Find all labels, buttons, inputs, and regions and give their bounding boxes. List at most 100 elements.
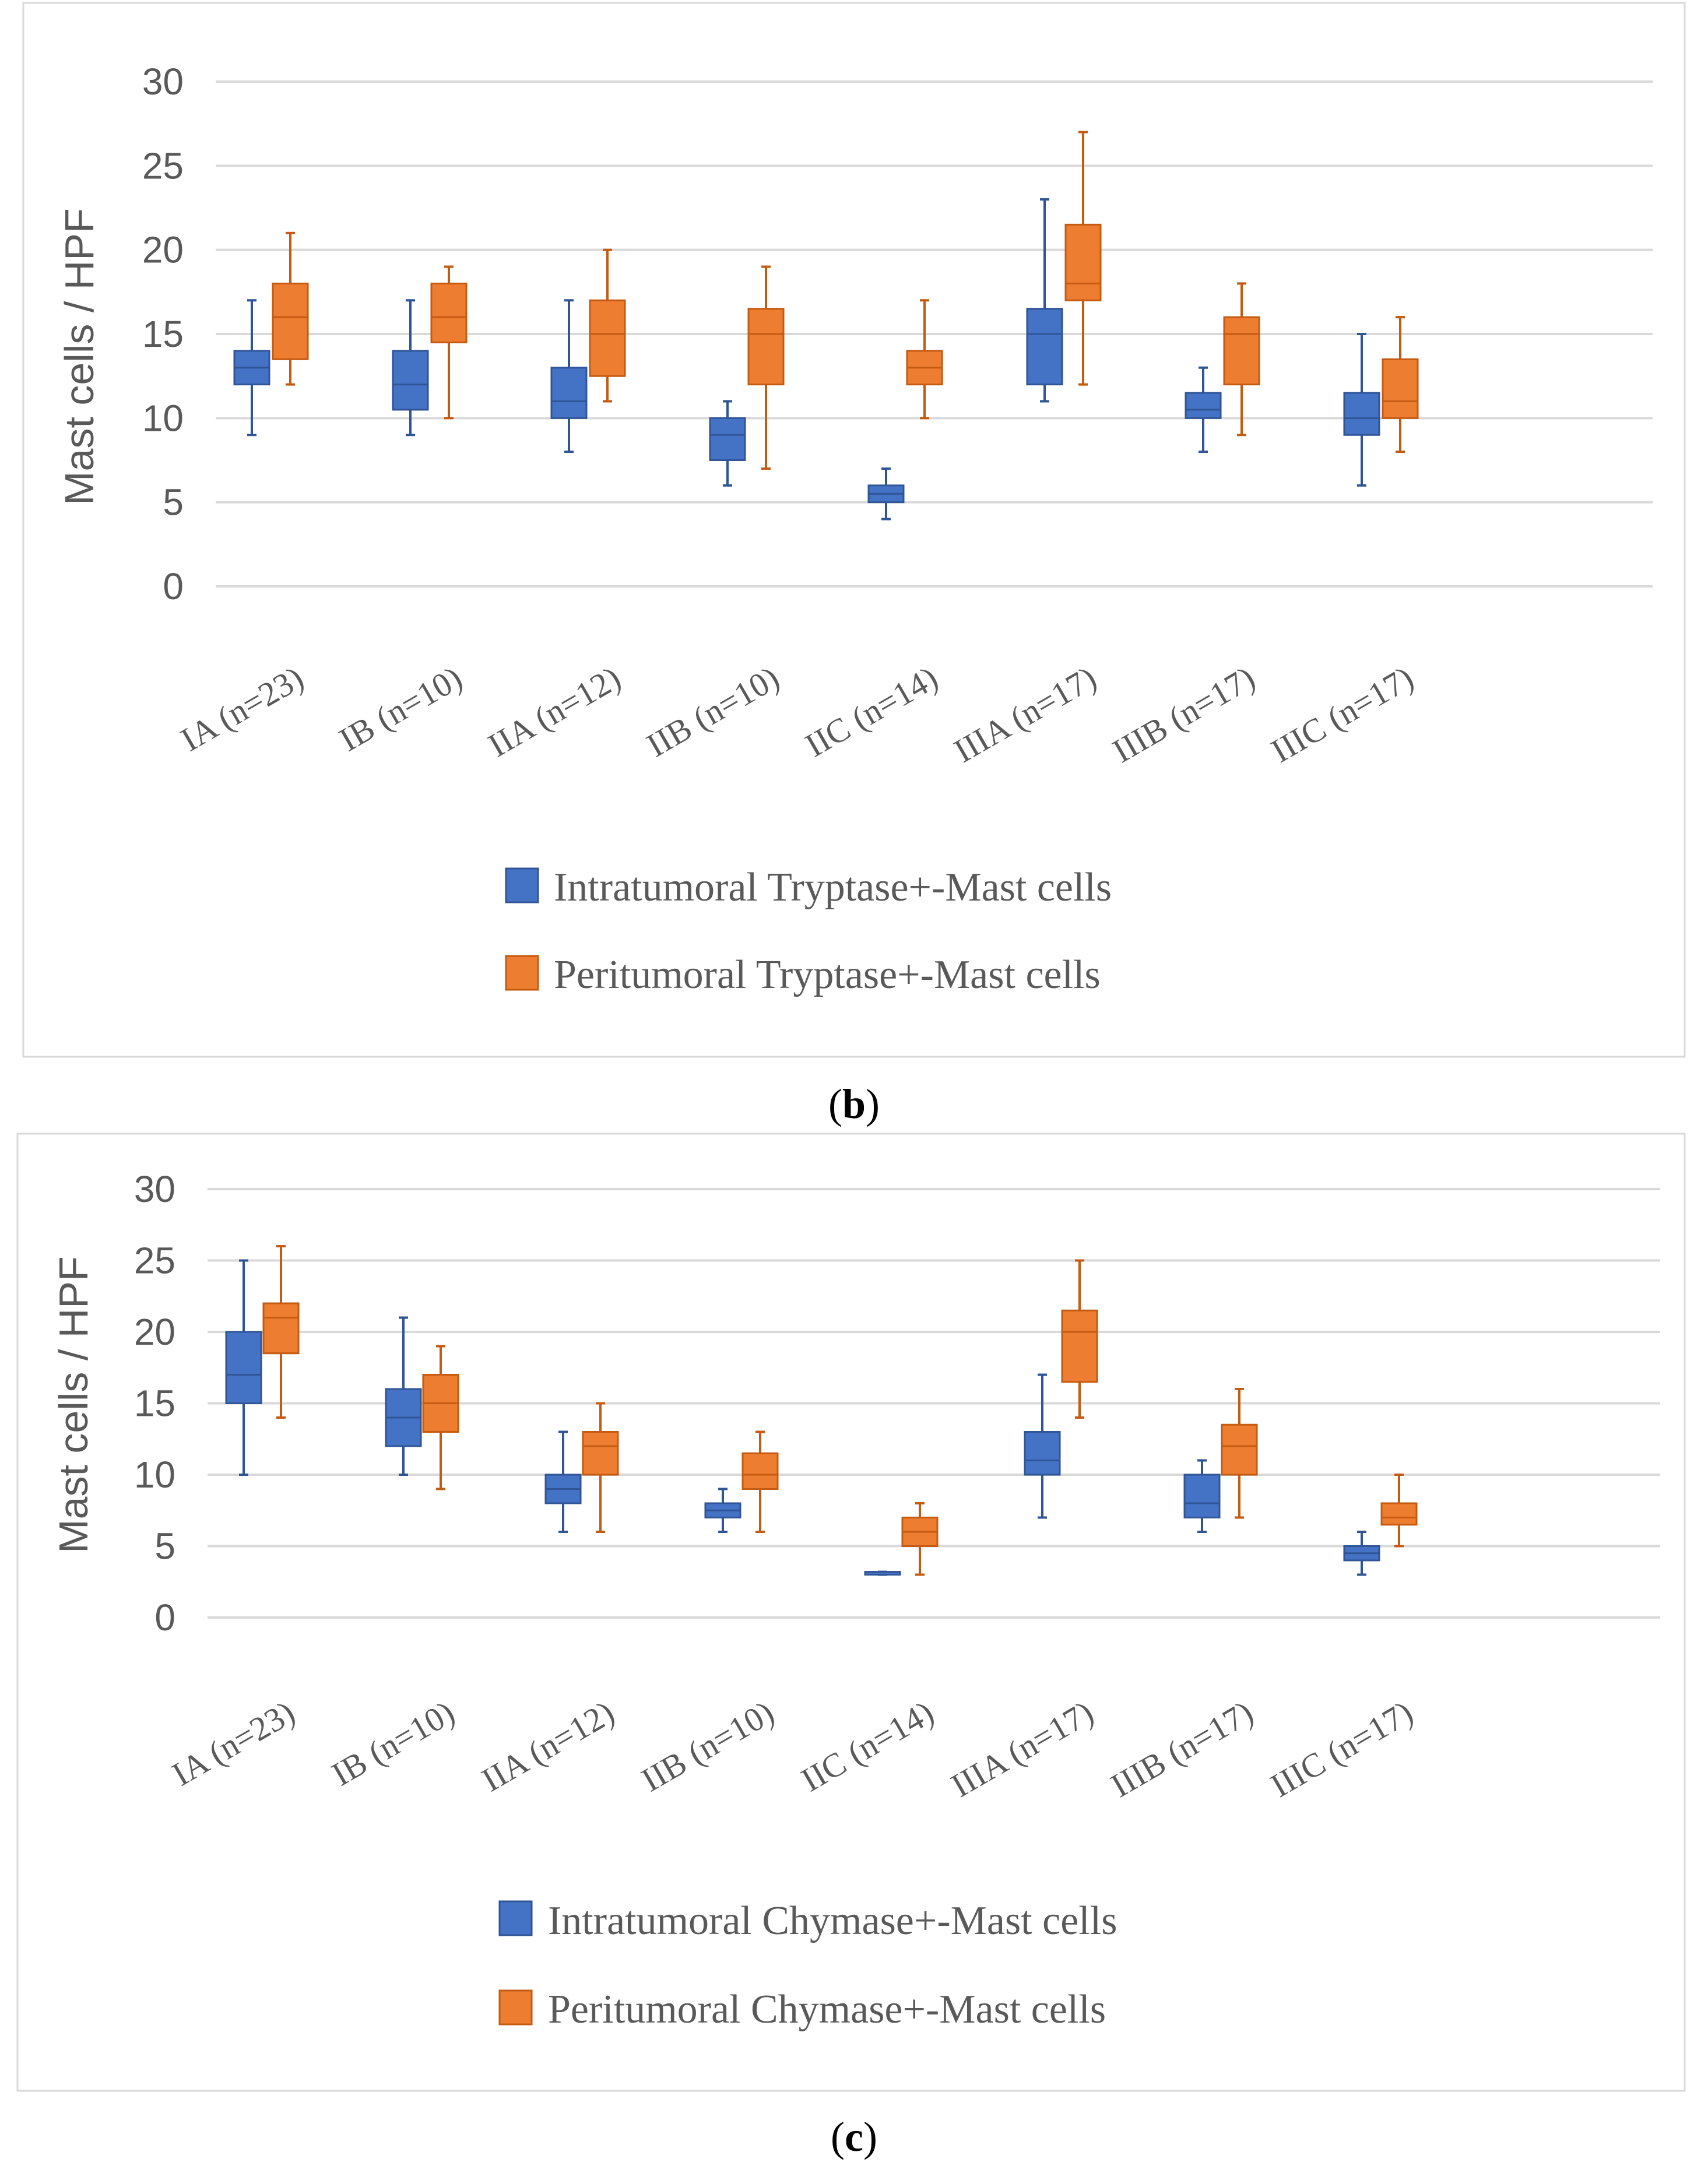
- panel-c-y-axis-label: Mast cells / HPF: [51, 1256, 96, 1553]
- peritumoral-box-6: [1223, 282, 1260, 437]
- x-tick-label: IIIB (n=17): [1105, 1693, 1260, 1805]
- x-tick-label: IIIA (n=17): [948, 659, 1103, 770]
- peritumoral-box-0: [262, 1245, 300, 1419]
- x-tick-label: IIA (n=12): [475, 1693, 620, 1799]
- box-iqr: [1024, 1431, 1061, 1476]
- y-tick-label: 5: [154, 1525, 175, 1567]
- y-tick-label: 20: [134, 1311, 175, 1353]
- box-iqr: [1221, 1423, 1258, 1476]
- x-tick-label: IIA (n=12): [482, 659, 627, 764]
- x-tick-label: IIIC (n=17): [1264, 1693, 1419, 1805]
- peritumoral-box-7: [1380, 1474, 1418, 1548]
- panel-b-frame: [22, 2, 1686, 1058]
- y-tick-label: 10: [134, 1454, 175, 1496]
- box-iqr: [1183, 1474, 1221, 1518]
- intratumoral-box-5: [1024, 1373, 1061, 1519]
- x-tick-label: IIIB (n=17): [1106, 659, 1261, 770]
- intratumoral-box-4: [867, 467, 905, 521]
- panel-c-legend-label-peritumoral: Peritumoral Chymase+-Mast cells: [548, 1987, 1106, 2032]
- x-tick-label: IA (n=23): [166, 1693, 301, 1794]
- peritumoral-box-2: [589, 248, 626, 403]
- box-iqr: [392, 350, 429, 411]
- intratumoral-box-2: [550, 299, 588, 453]
- peritumoral-box-5: [1061, 1259, 1098, 1419]
- y-tick-label: 30: [134, 1168, 175, 1210]
- intratumoral-box-7: [1343, 1531, 1380, 1576]
- peritumoral-box-4: [906, 299, 943, 420]
- x-tick-label: IB (n=10): [325, 1693, 461, 1794]
- panel-c-y-ticks: 0 5 10 15 20 25 30: [134, 1168, 175, 1638]
- intratumoral-box-6: [1183, 1459, 1221, 1533]
- peritumoral-box-6: [1221, 1388, 1258, 1519]
- y-tick-label: 30: [142, 61, 184, 103]
- panel-c-caption: (c): [831, 2114, 877, 2160]
- panel-b-legend-swatch-intratumoral: [505, 867, 539, 903]
- panel-b-legend: Intratumoral Tryptase+-Mast cells Peritu…: [505, 865, 1112, 997]
- panel-b-x-ticks: IA (n=23) IB (n=10) IIA (n=12) IIB (n=10) II…: [174, 659, 1419, 770]
- x-tick-label: IIC (n=14): [795, 1693, 940, 1799]
- intratumoral-box-3: [709, 400, 746, 487]
- y-tick-label: 25: [142, 145, 184, 187]
- panel-c-legend-swatch-intratumoral: [498, 1900, 533, 1936]
- y-tick-label: 0: [163, 565, 184, 607]
- box-iqr: [747, 308, 785, 386]
- peritumoral-box-3: [741, 1430, 779, 1533]
- panel-c-frame: [16, 1133, 1686, 2092]
- y-tick-label: 20: [142, 229, 184, 271]
- box-iqr: [550, 367, 588, 419]
- x-tick-label: IIB (n=10): [635, 1693, 780, 1799]
- x-tick-label: IA (n=23): [174, 659, 310, 759]
- panel-b-y-ticks: 0 5 10 15 20 25 30: [142, 61, 184, 607]
- x-tick-label: IIIA (n=17): [945, 1693, 1100, 1805]
- peritumoral-box-0: [272, 231, 309, 386]
- intratumoral-box-1: [385, 1316, 422, 1476]
- panel-c-gridlines: [208, 1188, 1660, 1619]
- peritumoral-box-3: [747, 265, 785, 470]
- panel-b-caption: (b): [828, 1081, 880, 1127]
- box-iqr: [430, 282, 468, 343]
- peritumoral-box-2: [582, 1402, 619, 1533]
- panel-b-legend-label-peritumoral: Peritumoral Tryptase+-Mast cells: [554, 952, 1101, 997]
- box-iqr: [1061, 1309, 1098, 1383]
- y-tick-label: 5: [163, 481, 184, 523]
- panel-b-legend-label-intratumoral: Intratumoral Tryptase+-Mast cells: [554, 865, 1112, 910]
- panel-c-boxes: [225, 1245, 1418, 1576]
- box-iqr: [741, 1452, 779, 1490]
- intratumoral-box-7: [1343, 333, 1380, 487]
- peritumoral-box-1: [422, 1345, 459, 1490]
- panel-b-legend-swatch-peritumoral: [505, 955, 539, 991]
- y-tick-label: 15: [134, 1383, 175, 1425]
- panel-c-legend-swatch-peritumoral: [498, 1989, 533, 2026]
- intratumoral-box-1: [392, 299, 429, 437]
- panel-b-boxes: [233, 131, 1419, 521]
- y-tick-label: 25: [134, 1240, 175, 1282]
- y-tick-label: 10: [142, 397, 184, 439]
- box-iqr: [262, 1302, 300, 1355]
- box-iqr: [1064, 223, 1102, 301]
- box-iqr: [272, 282, 309, 360]
- peritumoral-box-4: [901, 1502, 939, 1576]
- peritumoral-box-5: [1064, 131, 1102, 386]
- box-iqr: [709, 417, 746, 461]
- intratumoral-box-3: [704, 1488, 741, 1533]
- box-iqr: [1026, 308, 1063, 386]
- intratumoral-box-4: [864, 1570, 901, 1576]
- peritumoral-box-1: [430, 265, 468, 420]
- box-iqr: [1223, 316, 1260, 386]
- x-tick-label: IIIC (n=17): [1265, 659, 1420, 770]
- x-tick-label: IIB (n=10): [640, 659, 785, 764]
- box-iqr: [589, 299, 626, 377]
- intratumoral-box-5: [1026, 198, 1063, 403]
- intratumoral-box-2: [544, 1430, 582, 1533]
- panel-c-legend: Intratumoral Chymase+-Mast cells Peritum…: [498, 1898, 1117, 2032]
- y-tick-label: 0: [154, 1597, 175, 1638]
- box-iqr: [1185, 392, 1222, 419]
- panel-c-x-ticks: IA (n=23) IB (n=10) IIA (n=12) IIB (n=10) II…: [166, 1693, 1419, 1805]
- box-iqr: [1343, 392, 1380, 436]
- box-iqr: [1382, 358, 1419, 419]
- y-tick-label: 15: [142, 313, 184, 355]
- box-iqr: [225, 1331, 262, 1404]
